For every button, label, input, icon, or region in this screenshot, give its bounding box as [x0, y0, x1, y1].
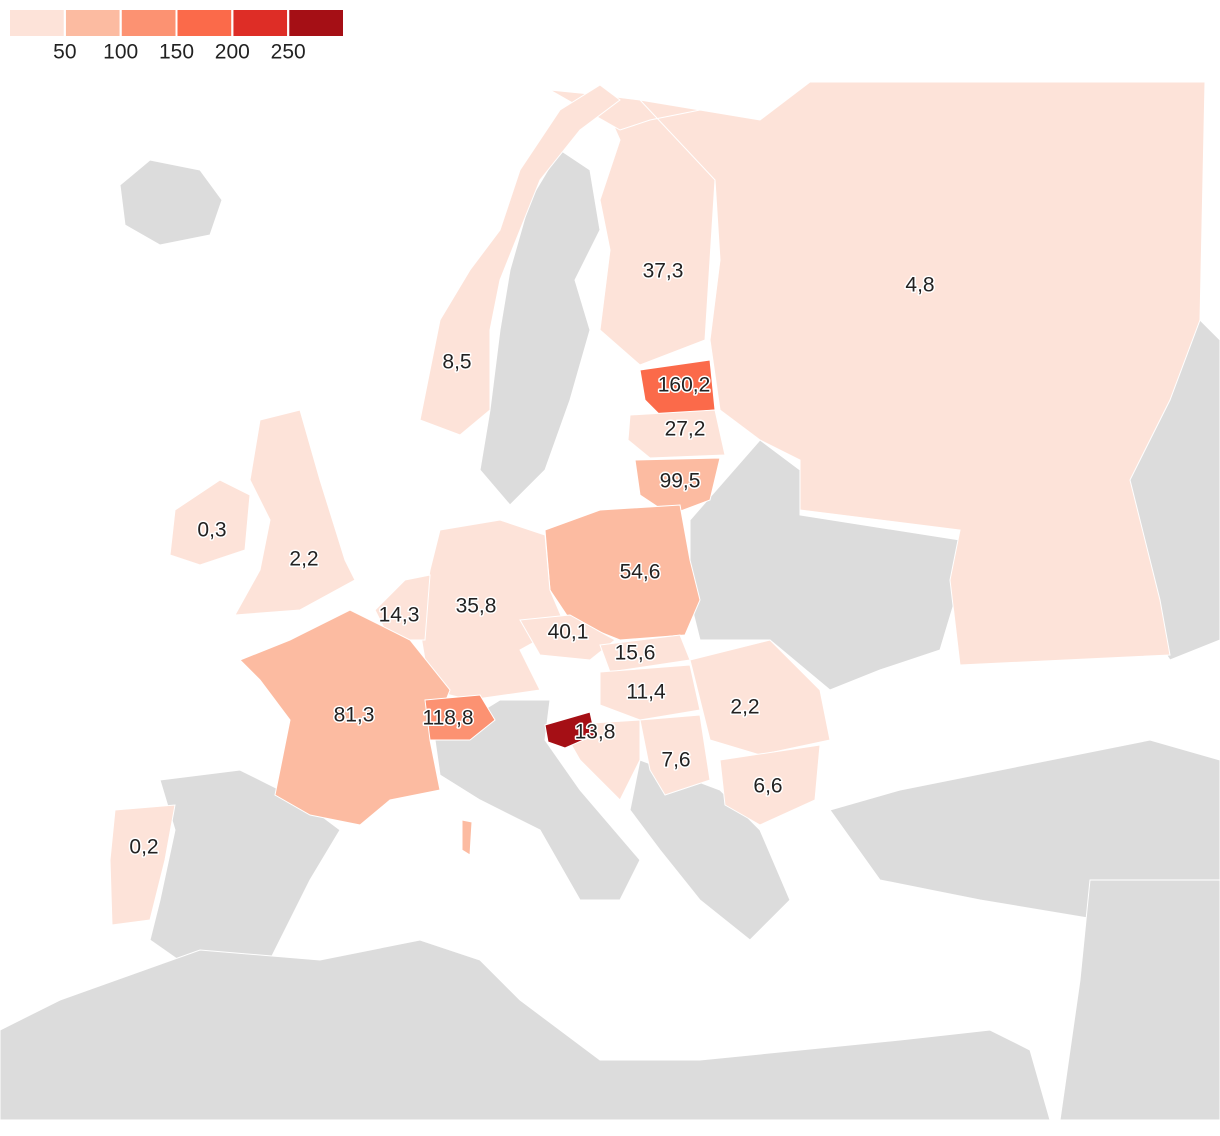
region: [599, 664, 701, 721]
value-label: 54,6: [620, 561, 661, 584]
land: [0, 939, 1051, 1121]
value-label: 0,2: [129, 836, 158, 859]
legend-swatch: [10, 10, 64, 36]
value-label: 4,8: [905, 274, 934, 297]
land: [434, 699, 641, 901]
value-label: 40,1: [548, 621, 589, 644]
value-label: 14,3: [379, 604, 420, 627]
legend-tick-label: 200: [215, 41, 250, 64]
region: [419, 84, 621, 436]
legend-tick-label: 150: [159, 41, 194, 64]
island: [461, 819, 473, 856]
region: [169, 479, 251, 566]
value-label: 118,8: [423, 707, 474, 730]
value-label: 0,3: [197, 519, 226, 542]
region: [689, 639, 831, 756]
value-label: 15,6: [615, 642, 656, 665]
land: [119, 159, 223, 246]
region: [639, 714, 711, 796]
region: [627, 409, 726, 459]
legend-swatch: [233, 10, 288, 36]
value-label: 2,2: [289, 548, 318, 571]
legend-swatch: [65, 10, 120, 36]
value-label: 160,2: [658, 374, 711, 397]
value-label: 27,2: [665, 418, 706, 441]
legend-swatch: [289, 10, 343, 36]
background-land: [0, 149, 1220, 1121]
region: [234, 409, 356, 616]
value-label: 11,4: [626, 681, 666, 704]
slovenia: [544, 711, 596, 749]
region: [424, 694, 496, 741]
legend-tick-label: 100: [103, 41, 138, 64]
region: [599, 94, 716, 366]
region: [549, 81, 1206, 666]
legend-swatch: [177, 10, 232, 36]
legend-tick-label: 250: [271, 41, 306, 64]
value-label: 2,2: [730, 696, 759, 719]
land: [479, 149, 601, 506]
region: [634, 457, 721, 516]
legend-swatch: [121, 10, 176, 36]
regions: [109, 81, 1206, 926]
value-label: 6,6: [753, 775, 782, 798]
region: [719, 744, 821, 826]
legend-tick-label: 50: [53, 41, 76, 64]
value-label: 81,3: [334, 704, 375, 727]
value-label: 13,8: [575, 721, 616, 744]
value-label: 99,5: [660, 470, 701, 493]
value-label: 8,5: [442, 351, 471, 374]
value-label: 7,6: [661, 749, 690, 772]
labels: 37,3 4,8 8,5 160,2 27,2 99,5 0,3 2,2 54,6 35,8 14,…: [128, 258, 936, 860]
region: [239, 609, 451, 826]
land: [829, 739, 1220, 921]
value-label: 37,3: [643, 260, 684, 283]
region: [544, 504, 701, 641]
land: [1059, 879, 1220, 1121]
legend: 50 100 150 200 250: [10, 10, 343, 64]
region: [109, 804, 176, 926]
value-label: 35,8: [456, 595, 497, 618]
